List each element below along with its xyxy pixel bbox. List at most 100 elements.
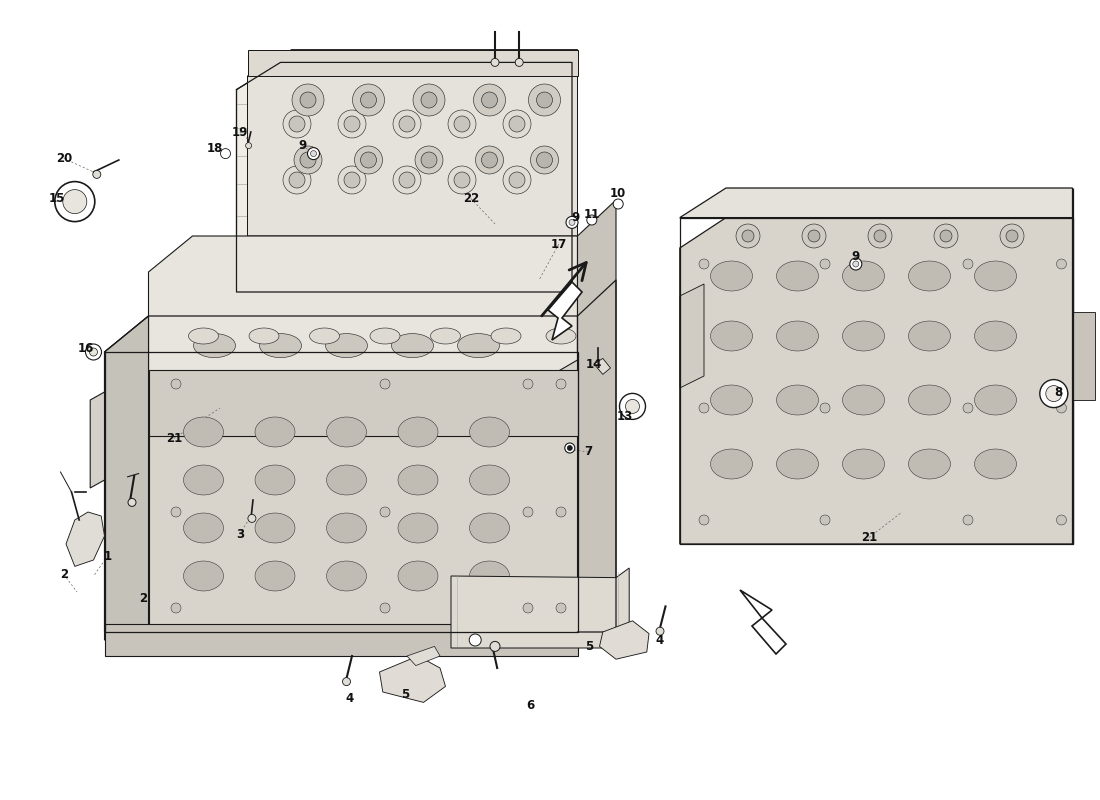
Circle shape	[820, 259, 830, 269]
Circle shape	[379, 379, 390, 389]
Circle shape	[482, 92, 497, 108]
Circle shape	[619, 394, 646, 419]
Circle shape	[1006, 230, 1018, 242]
Circle shape	[874, 230, 886, 242]
Circle shape	[852, 261, 859, 267]
Circle shape	[962, 515, 974, 525]
Ellipse shape	[909, 385, 950, 415]
Text: 15: 15	[50, 192, 65, 205]
Circle shape	[613, 199, 624, 209]
Polygon shape	[407, 646, 440, 666]
Ellipse shape	[327, 465, 366, 495]
Text: 10: 10	[610, 187, 626, 200]
Circle shape	[248, 514, 256, 522]
Ellipse shape	[255, 513, 295, 543]
Polygon shape	[680, 218, 1072, 544]
Text: 20: 20	[56, 152, 72, 165]
Circle shape	[170, 507, 182, 517]
Ellipse shape	[777, 449, 818, 479]
Polygon shape	[148, 316, 578, 632]
Circle shape	[399, 116, 415, 132]
Ellipse shape	[975, 385, 1016, 415]
Circle shape	[537, 152, 552, 168]
Circle shape	[742, 230, 754, 242]
Ellipse shape	[491, 328, 521, 344]
Circle shape	[354, 146, 383, 174]
Polygon shape	[104, 600, 616, 640]
Ellipse shape	[184, 513, 223, 543]
Circle shape	[344, 172, 360, 188]
Circle shape	[1000, 224, 1024, 248]
Text: 14: 14	[586, 358, 602, 370]
Ellipse shape	[184, 417, 223, 447]
Circle shape	[482, 152, 497, 168]
Circle shape	[170, 603, 182, 613]
Polygon shape	[66, 512, 104, 566]
Circle shape	[940, 230, 952, 242]
Ellipse shape	[909, 321, 950, 351]
Circle shape	[170, 379, 182, 389]
Polygon shape	[148, 370, 578, 436]
Ellipse shape	[843, 321, 884, 351]
Circle shape	[361, 92, 376, 108]
Ellipse shape	[327, 513, 366, 543]
Ellipse shape	[975, 321, 1016, 351]
Ellipse shape	[711, 321, 752, 351]
Ellipse shape	[711, 449, 752, 479]
Text: 21: 21	[166, 432, 182, 445]
Circle shape	[454, 116, 470, 132]
Circle shape	[86, 344, 101, 360]
Circle shape	[522, 379, 534, 389]
Circle shape	[568, 446, 572, 450]
Ellipse shape	[470, 513, 509, 543]
Text: 9: 9	[851, 250, 860, 262]
Circle shape	[294, 146, 322, 174]
Circle shape	[128, 498, 136, 506]
Circle shape	[515, 58, 524, 66]
Polygon shape	[148, 236, 578, 376]
Text: 2: 2	[139, 592, 147, 605]
Ellipse shape	[470, 465, 509, 495]
Circle shape	[698, 515, 710, 525]
Ellipse shape	[255, 465, 295, 495]
Circle shape	[393, 110, 421, 138]
Circle shape	[503, 110, 531, 138]
Circle shape	[470, 634, 481, 646]
Circle shape	[509, 116, 525, 132]
Ellipse shape	[470, 417, 509, 447]
Text: 5: 5	[585, 640, 594, 653]
Ellipse shape	[711, 385, 752, 415]
Text: 17: 17	[551, 238, 566, 250]
Polygon shape	[600, 621, 649, 659]
Circle shape	[1056, 515, 1067, 525]
Circle shape	[962, 259, 974, 269]
Ellipse shape	[777, 385, 818, 415]
Circle shape	[454, 172, 470, 188]
Polygon shape	[680, 188, 1072, 218]
Circle shape	[1046, 386, 1062, 402]
Polygon shape	[740, 590, 786, 654]
Circle shape	[308, 147, 319, 160]
Circle shape	[338, 166, 366, 194]
Circle shape	[934, 224, 958, 248]
Circle shape	[509, 172, 525, 188]
Circle shape	[1040, 380, 1068, 408]
Ellipse shape	[546, 328, 576, 344]
Circle shape	[379, 507, 390, 517]
Circle shape	[338, 110, 366, 138]
Circle shape	[626, 399, 639, 414]
Circle shape	[342, 678, 351, 686]
Circle shape	[698, 259, 710, 269]
Circle shape	[820, 515, 830, 525]
Polygon shape	[548, 282, 582, 340]
Text: 5: 5	[400, 688, 409, 701]
Ellipse shape	[255, 417, 295, 447]
Circle shape	[473, 84, 506, 116]
Text: 1: 1	[103, 550, 112, 562]
Ellipse shape	[975, 449, 1016, 479]
Text: 4: 4	[656, 634, 664, 646]
Circle shape	[300, 92, 316, 108]
Ellipse shape	[184, 561, 223, 591]
Circle shape	[283, 110, 311, 138]
Circle shape	[820, 403, 830, 413]
